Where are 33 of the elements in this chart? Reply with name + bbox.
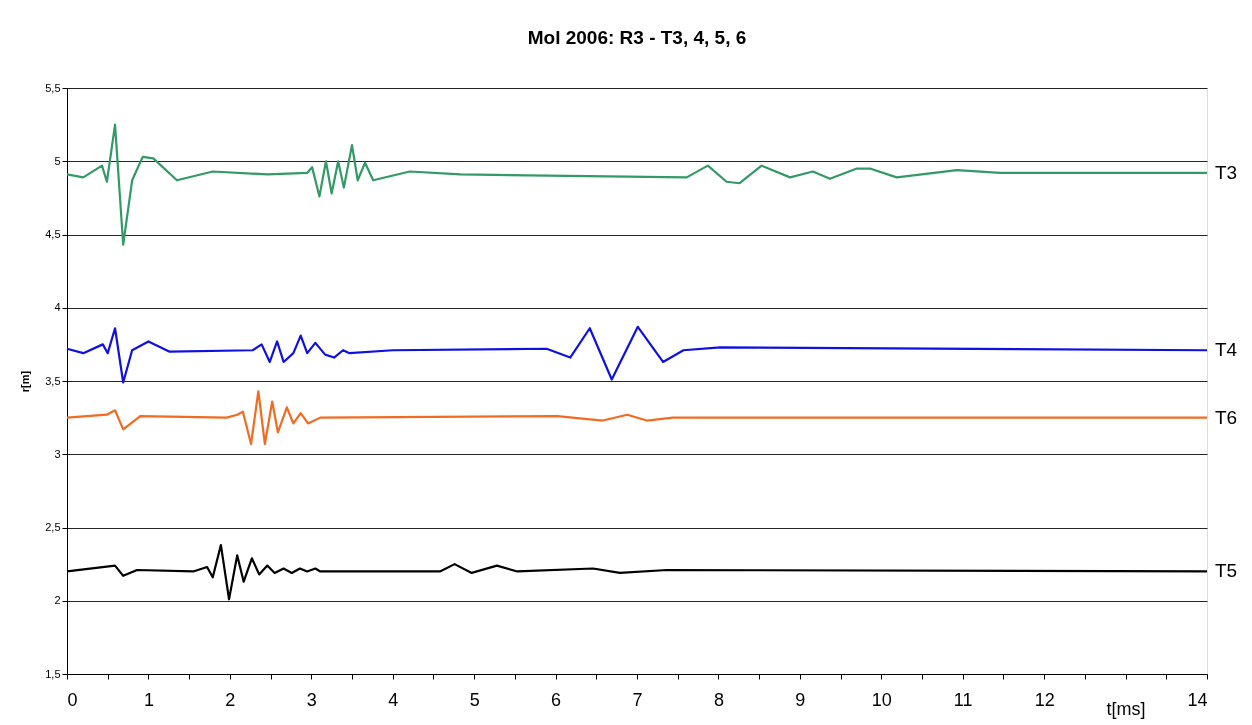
x-tick-label: 6 bbox=[551, 689, 562, 710]
x-tick-label: 7 bbox=[632, 689, 643, 710]
x-tick-label: 3 bbox=[306, 689, 317, 710]
line-series bbox=[65, 325, 1209, 384]
x-tick-label: 2 bbox=[225, 689, 236, 710]
y-axis-title: r[m] bbox=[19, 370, 32, 393]
series-label: T6 bbox=[1215, 406, 1238, 428]
series-label: T3 bbox=[1215, 161, 1238, 183]
x-tick-label: 9 bbox=[795, 689, 806, 710]
y-tick-label: 5 bbox=[54, 154, 61, 167]
chart-title: Mol 2006: R3 - T3, 4, 5, 6 bbox=[527, 27, 747, 48]
x-tick-label: 14 bbox=[1187, 689, 1208, 710]
x-tick-label: 5 bbox=[469, 689, 480, 710]
y-tick-label: 3 bbox=[54, 447, 61, 460]
x-tick-label: 11 bbox=[953, 689, 973, 710]
line-series bbox=[65, 390, 1209, 446]
y-tick-label: 2 bbox=[54, 594, 61, 607]
y-tick-label: 4 bbox=[54, 301, 61, 314]
x-axis-title: t[ms] bbox=[1106, 698, 1146, 719]
y-tick-label: 1,5 bbox=[45, 667, 61, 680]
y-tick-label: 3,5 bbox=[45, 374, 61, 387]
x-tick-label: 0 bbox=[67, 689, 78, 710]
x-tick-label: 12 bbox=[1034, 689, 1055, 710]
y-tick-label: 4,5 bbox=[45, 228, 61, 240]
y-tick-label: 5,5 bbox=[45, 81, 61, 94]
series-label: T4 bbox=[1215, 339, 1238, 361]
line-series bbox=[65, 123, 1209, 246]
x-tick-label: 1 bbox=[143, 689, 154, 710]
series-label: T5 bbox=[1215, 560, 1238, 582]
y-tick-label: 2,5 bbox=[45, 521, 61, 533]
x-tick-label: 8 bbox=[713, 689, 724, 710]
x-tick-label: 4 bbox=[388, 689, 399, 710]
x-tick-label: 10 bbox=[871, 689, 892, 710]
